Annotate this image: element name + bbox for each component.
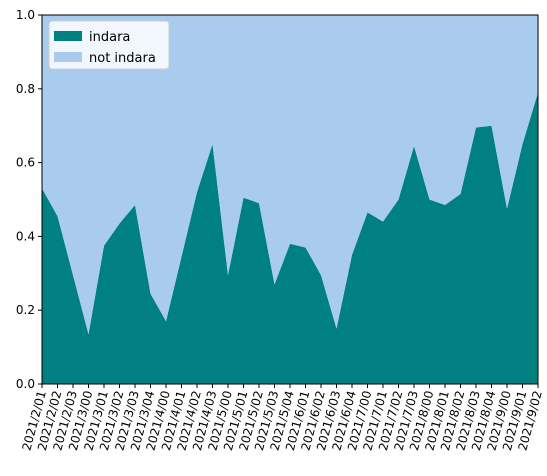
y-tick-label: 0.0: [16, 377, 35, 391]
y-tick-label: 0.8: [16, 82, 35, 96]
chart-areas: [42, 15, 538, 385]
legend-swatch: [54, 52, 82, 62]
y-tick-label: 0.2: [16, 303, 35, 317]
legend: indara not indara: [48, 20, 170, 70]
area-series-indara: [42, 92, 538, 385]
y-axis: 0.0 0.2 0.4 0.6 0.8 1.0: [16, 8, 42, 391]
legend-swatch: [54, 31, 82, 41]
legend-label: not indara: [89, 51, 156, 66]
y-tick-label: 0.6: [16, 156, 35, 170]
x-axis: 2021/2/012021/2/022021/2/032021/3/002021…: [19, 384, 545, 452]
y-tick-label: 1.0: [16, 8, 35, 22]
legend-label: indara: [89, 30, 130, 45]
y-tick-label: 0.4: [16, 229, 35, 243]
area-series-not-indara: [42, 15, 538, 335]
